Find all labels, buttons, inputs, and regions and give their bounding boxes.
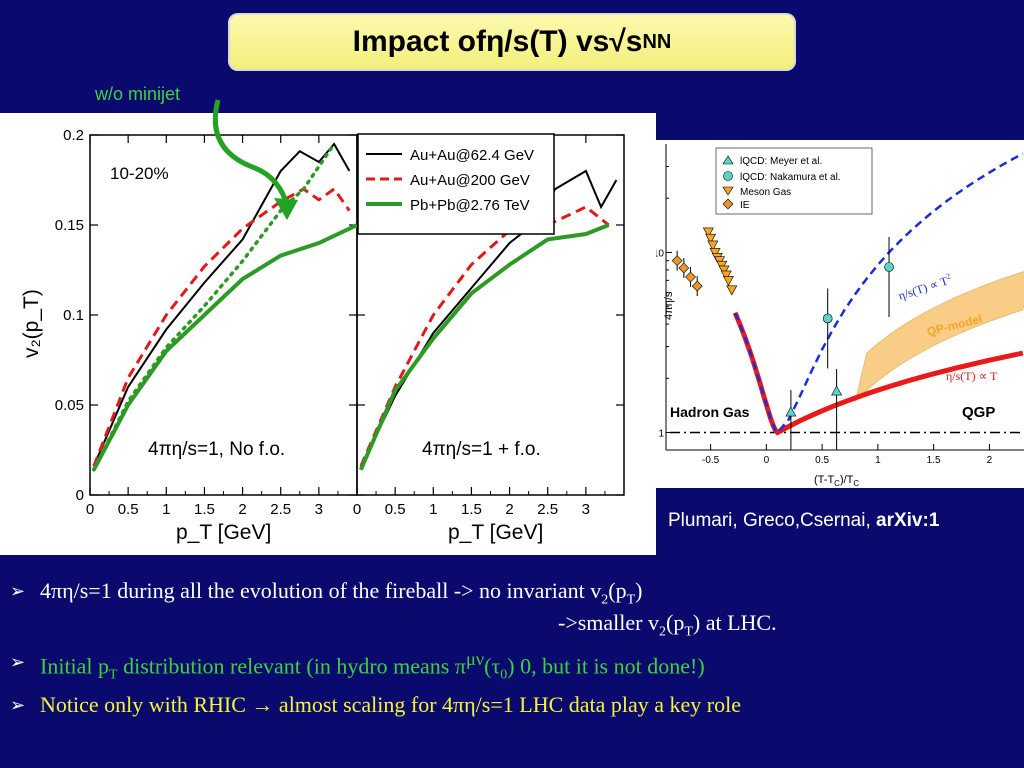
meyer-point (831, 385, 843, 396)
series-line-au-au-200-gev (359, 205, 610, 467)
v2-chart: 0 0.5 1 1.5 2 2.5 3 0 0.05 0.1 0.15 0.2 0 0.5 1 1.5 2 2.5… (20, 127, 625, 544)
series-line-pb-pb-2-76-tev (92, 223, 357, 471)
x-tick-label: 2 (505, 501, 513, 518)
qp-model-band (854, 270, 1024, 403)
x-tick-label: 0.5 (385, 501, 406, 518)
legend-circle-icon (723, 171, 733, 181)
x-tick-label: 0.5 (118, 501, 139, 518)
right-legend: lQCD: Meyer et al. lQCD: Nakamura et al.… (715, 147, 873, 215)
x-tick-label: 2.5 (537, 501, 558, 518)
meson-gas-point (702, 227, 714, 238)
qgp-label: QGP (962, 404, 995, 421)
x-tick-label: 2 (238, 501, 246, 518)
right-y-tick-label: 10 (656, 248, 664, 259)
x-tick-label: 0 (353, 501, 361, 518)
bullet-2: ➢ Initial pT distribution relevant (in h… (10, 648, 705, 683)
x-tick-label: 3 (315, 501, 323, 518)
left-chart-panel: 0 0.5 1 1.5 2 2.5 3 0 0.05 0.1 0.15 0.2 0 0.5 1 1.5 2 2.5… (0, 113, 656, 555)
series-line-pb-pb-2-76-tev-w-o-minijet (92, 142, 336, 472)
legend-meyer: lQCD: Meyer et al. (740, 156, 822, 167)
t1-label: η/s(T) ∝ T (946, 369, 998, 383)
panel2-label: 4πη/s=1 + f.o. (422, 439, 541, 460)
x-tick-label: 2.5 (270, 501, 291, 518)
hadron-gas-label: Hadron Gas (670, 404, 750, 420)
x-axis-label-1: p_T [GeV] (176, 521, 271, 544)
bullet-arrow-icon: ➢ (10, 581, 26, 601)
meyer-point (785, 406, 797, 417)
y-tick-label: 0.15 (55, 217, 84, 234)
viscosity-chart-panel: -0.5 0 0.5 1 1.5 2 1 10 4πη/s (T-TC)/TC Hadron … (653, 140, 1024, 488)
minijet-arrow (212, 99, 298, 220)
x-tick-label: 1 (429, 501, 437, 518)
y-tick-label: 0 (76, 487, 84, 504)
series-line-pb-pb-2-76-tev (358, 223, 610, 471)
right-x-tick-label: 2 (987, 455, 993, 466)
ie-point (685, 271, 696, 283)
nakamura-point (822, 313, 833, 324)
meson-gas-point (707, 240, 719, 251)
legend: Au+Au@62.4 GeV Au+Au@200 GeV Pb+Pb@2.76 … (357, 133, 555, 235)
meson-gas-point (705, 233, 717, 244)
meson-gas-point (720, 270, 732, 281)
right-x-tick-label: 0 (764, 455, 770, 466)
t2-label: η/s(T) ∝ T2 (896, 271, 953, 302)
eta-s-quadratic-curve (733, 152, 1024, 435)
reference: Plumari, Greco,Csernai, arXiv:1 (668, 510, 940, 531)
legend-au200: Au+Au@200 GeV (410, 172, 530, 189)
right-x-tick-label: -0.5 (702, 455, 720, 466)
bullet-3: ➢ Notice only with RHIC → almost scaling… (10, 691, 742, 717)
right-x-tick-label: 0.5 (815, 455, 829, 466)
legend-au62: Au+Au@62.4 GeV (410, 147, 534, 164)
x-tick-label: 1.5 (194, 501, 215, 518)
eta-s-chart: -0.5 0 0.5 1 1.5 2 1 10 4πη/s (T-TC)/TC Hadron … (653, 144, 1024, 488)
ie-point (691, 280, 703, 292)
y-tick-label: 0.05 (55, 397, 84, 414)
legend-triangle-icon (722, 155, 734, 165)
bullet-arrow-icon: ➢ (10, 694, 26, 715)
nakamura-point (884, 262, 894, 272)
right-y-label: 4πη/s (663, 291, 675, 320)
x-tick-label: 0 (86, 501, 94, 518)
meson-gas-point (722, 276, 734, 286)
meson-gas-point (726, 285, 738, 296)
right-x-label: (T-TC)/TC (814, 474, 859, 488)
bullet-arrow-icon: ➢ (10, 651, 26, 672)
ie-point (671, 255, 683, 267)
slide-title: Impact of η/s(T) vs √s NN (228, 13, 796, 71)
ie-point (678, 262, 690, 274)
series-line-au-au-200-gev (92, 186, 351, 467)
meson-gas-point (709, 248, 721, 259)
legend-down-triangle-icon (722, 186, 734, 196)
bullet-list: ➢ 4πη/s=1 during all the evolution of th… (10, 578, 1010, 718)
x-tick-label: 1 (162, 501, 170, 518)
panel1-label: 4πη/s=1, No f.o. (148, 439, 285, 460)
x-tick-label: 3 (582, 501, 590, 518)
x-tick-label: 1.5 (461, 501, 482, 518)
y-tick-label: 0.1 (63, 307, 84, 324)
series-line-au-au-62-4-gev (92, 142, 351, 467)
right-y-tick-label: 1 (658, 429, 664, 440)
bullet-1: ➢ 4πη/s=1 during all the evolution of th… (10, 578, 643, 608)
y-axis-label: v₂(p_T) (20, 289, 43, 358)
legend-nakamura: lQCD: Nakamura et al. (740, 172, 841, 183)
meson-gas-point (718, 265, 730, 276)
centrality-label: 10-20% (110, 164, 169, 183)
x-axis-label-2: p_T [GeV] (448, 521, 543, 544)
legend-diamond-icon (722, 198, 734, 210)
bullet-1-continued: ->smaller v2(pT) at LHC. (558, 610, 777, 640)
legend-pbpb: Pb+Pb@2.76 TeV (410, 197, 530, 214)
minijet-label: w/o minijet (95, 84, 181, 104)
right-x-tick-label: 1.5 (927, 455, 941, 466)
y-tick-label: 0.2 (63, 127, 84, 144)
legend-meson: Meson Gas (740, 187, 791, 198)
right-x-tick-label: 1 (875, 455, 881, 466)
legend-ie: IE (740, 200, 750, 211)
